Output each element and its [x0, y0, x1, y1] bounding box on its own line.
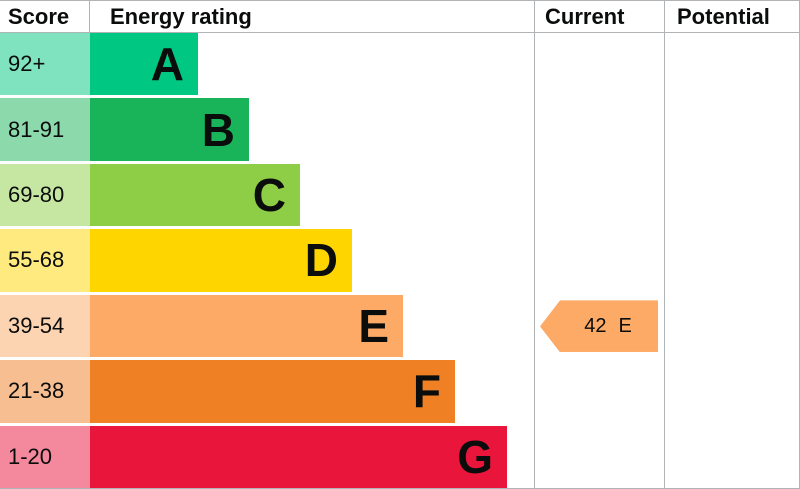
energy-rating-column-header: Energy rating	[110, 3, 252, 29]
chart-header-row: Score Energy rating Current Potential	[0, 1, 800, 33]
band-letter-b: B	[201, 103, 235, 156]
rating-bar-f: F	[90, 360, 455, 423]
current-column-header: Current	[545, 3, 625, 29]
rating-bands-container: 92+ A 81-91 B 69-80 C 55-68 D 39-54 E 42 E 21-38 F 1-2…	[0, 33, 800, 488]
current-score-value: 42	[584, 314, 607, 337]
score-range-g: 1-20	[0, 425, 90, 488]
band-letter-d: D	[304, 234, 338, 287]
band-letter-f: F	[412, 365, 441, 418]
score-column-header: Score	[0, 1, 90, 32]
score-range-e: 39-54	[0, 294, 90, 358]
score-range-b: 81-91	[0, 98, 90, 161]
epc-band-row-f: 21-38 F	[0, 360, 800, 425]
rating-bar-e: E	[90, 294, 403, 358]
rating-bar-d: D	[90, 229, 352, 292]
epc-band-row-e: 39-54 E 42 E	[0, 294, 800, 360]
current-band-letter: E	[618, 314, 632, 337]
rating-bar-c: C	[90, 163, 300, 227]
epc-band-row-c: 69-80 C	[0, 163, 800, 229]
band-letter-a: A	[150, 38, 184, 91]
epc-band-row-d: 55-68 D	[0, 229, 800, 294]
epc-band-row-a: 92+ A	[0, 33, 800, 98]
rating-bar-a: A	[90, 33, 198, 96]
epc-band-row-g: 1-20 G	[0, 425, 800, 488]
rating-bar-g: G	[90, 425, 507, 488]
potential-column-divider	[664, 1, 665, 488]
band-letter-e: E	[358, 299, 389, 352]
potential-column-header: Potential	[677, 3, 770, 29]
score-range-d: 55-68	[0, 229, 90, 292]
band-letter-c: C	[252, 169, 286, 222]
rating-bar-b: B	[90, 98, 249, 161]
band-letter-g: G	[457, 430, 493, 483]
current-rating-arrow: 42 E	[540, 300, 658, 353]
epc-band-row-b: 81-91 B	[0, 98, 800, 163]
current-column-divider	[534, 1, 535, 488]
score-range-a: 92+	[0, 33, 90, 96]
score-range-c: 69-80	[0, 163, 90, 227]
score-range-f: 21-38	[0, 360, 90, 423]
